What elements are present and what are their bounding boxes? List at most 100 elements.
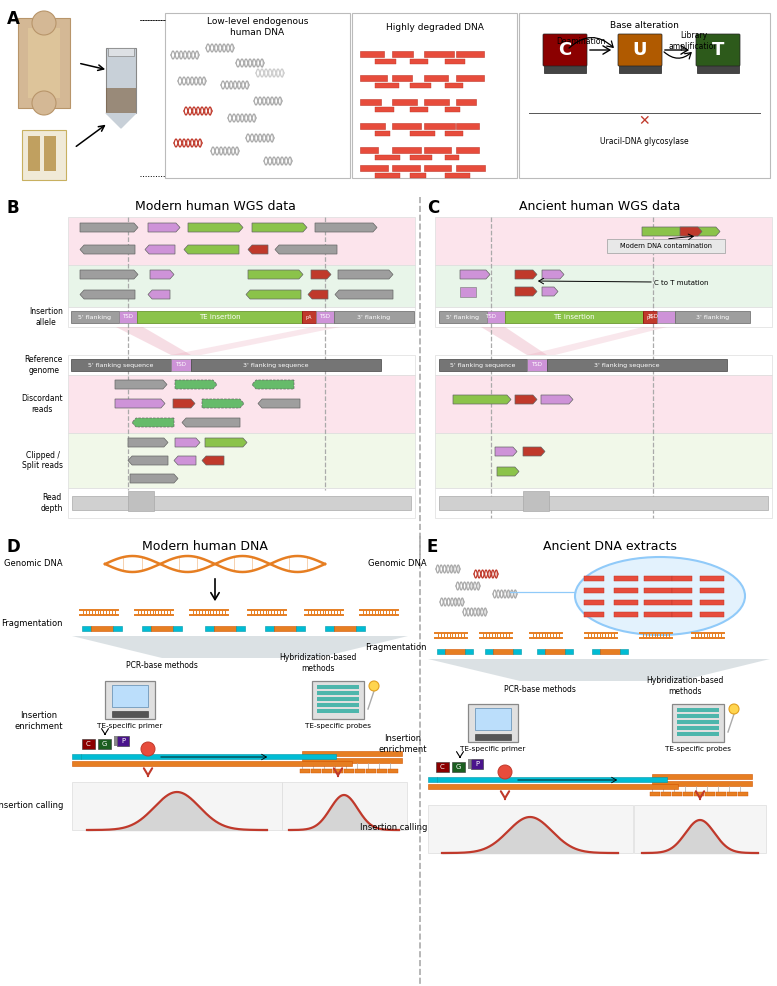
Bar: [72, 754, 81, 759]
Bar: [677, 720, 719, 724]
Bar: [634, 805, 766, 853]
Text: 5' flanking: 5' flanking: [78, 315, 112, 319]
Polygon shape: [182, 418, 240, 427]
Polygon shape: [308, 290, 328, 299]
Bar: [694, 792, 704, 796]
Bar: [44, 136, 56, 171]
Polygon shape: [542, 287, 558, 296]
Text: P: P: [475, 761, 479, 767]
Bar: [81, 754, 336, 759]
Polygon shape: [258, 399, 300, 408]
Bar: [392, 99, 417, 105]
Bar: [72, 761, 352, 766]
Polygon shape: [542, 270, 564, 279]
Bar: [392, 165, 420, 171]
Text: P: P: [121, 738, 125, 744]
Bar: [683, 792, 693, 796]
Text: TE-specific primer: TE-specific primer: [97, 723, 162, 729]
Text: TE insertion: TE insertion: [199, 314, 241, 320]
Text: Ancient human WGS data: Ancient human WGS data: [519, 200, 681, 214]
Bar: [360, 75, 387, 81]
Text: Insertion
enrichment: Insertion enrichment: [15, 711, 63, 731]
Bar: [565, 649, 573, 654]
Text: Genomic DNA: Genomic DNA: [368, 559, 427, 569]
Bar: [312, 681, 364, 719]
Text: Insertion
enrichment: Insertion enrichment: [378, 735, 427, 753]
Bar: [356, 626, 365, 631]
Bar: [91, 626, 113, 631]
Bar: [333, 769, 343, 773]
Bar: [117, 736, 129, 746]
Bar: [700, 576, 724, 581]
Bar: [410, 131, 435, 136]
Polygon shape: [252, 380, 294, 389]
Polygon shape: [275, 245, 337, 254]
Bar: [465, 649, 473, 654]
Bar: [325, 626, 334, 631]
Bar: [265, 626, 274, 631]
Bar: [410, 59, 428, 64]
Bar: [452, 762, 465, 772]
Bar: [392, 51, 413, 57]
Text: 3' flanking sequence: 3' flanking sequence: [243, 363, 308, 368]
Bar: [114, 736, 117, 746]
Bar: [68, 355, 415, 375]
Text: Insertion calling: Insertion calling: [360, 823, 427, 832]
Bar: [28, 136, 40, 171]
Bar: [28, 28, 60, 98]
Bar: [375, 107, 394, 112]
Bar: [71, 311, 119, 323]
Text: Fragmentation: Fragmentation: [365, 643, 427, 652]
Polygon shape: [132, 418, 174, 427]
Text: Fragmentation: Fragmentation: [2, 619, 63, 628]
Bar: [428, 805, 633, 853]
Bar: [456, 165, 485, 171]
Text: Deamination: Deamination: [556, 36, 606, 45]
Polygon shape: [115, 380, 167, 389]
Bar: [644, 600, 672, 605]
Bar: [620, 649, 628, 654]
Bar: [505, 311, 643, 323]
Text: Modern human DNA: Modern human DNA: [142, 539, 268, 552]
Polygon shape: [515, 270, 537, 279]
Text: Insertion
allele: Insertion allele: [29, 308, 63, 326]
Text: Hybridization-based
methods: Hybridization-based methods: [646, 676, 723, 696]
Bar: [439, 311, 487, 323]
Bar: [428, 777, 437, 782]
Text: A: A: [7, 10, 20, 28]
Bar: [392, 123, 421, 129]
Text: Uracil-DNA glycosylase: Uracil-DNA glycosylase: [600, 136, 689, 146]
Bar: [352, 13, 517, 178]
Bar: [672, 792, 682, 796]
Polygon shape: [428, 659, 770, 681]
Bar: [108, 48, 134, 56]
Bar: [317, 685, 359, 689]
Polygon shape: [202, 456, 224, 465]
Bar: [72, 496, 411, 510]
Bar: [592, 649, 600, 654]
Polygon shape: [148, 290, 170, 299]
Bar: [18, 18, 70, 108]
Polygon shape: [642, 227, 720, 236]
Bar: [112, 685, 148, 707]
Polygon shape: [80, 290, 135, 299]
Bar: [171, 359, 191, 371]
Bar: [475, 734, 511, 740]
Bar: [137, 311, 302, 323]
Polygon shape: [106, 113, 136, 128]
Polygon shape: [680, 227, 702, 236]
Bar: [355, 769, 365, 773]
Bar: [650, 792, 660, 796]
Polygon shape: [541, 395, 573, 404]
Bar: [311, 769, 321, 773]
Circle shape: [369, 681, 379, 691]
Bar: [672, 576, 692, 581]
Polygon shape: [80, 270, 138, 279]
Bar: [106, 88, 136, 113]
Bar: [360, 99, 381, 105]
Polygon shape: [311, 270, 331, 279]
Text: G: G: [455, 764, 461, 770]
Polygon shape: [72, 636, 408, 658]
Polygon shape: [175, 438, 200, 447]
Bar: [334, 626, 356, 631]
